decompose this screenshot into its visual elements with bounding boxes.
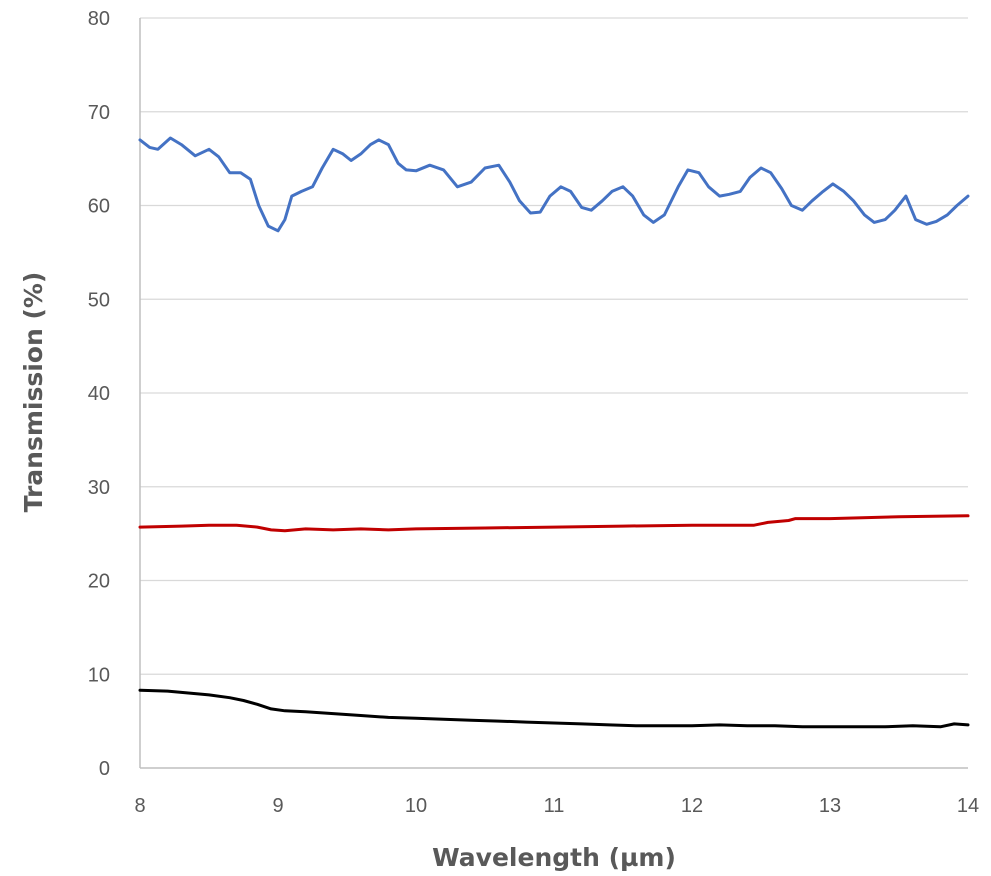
x-tick-label: 13 <box>819 795 841 817</box>
y-tick-label: 70 <box>88 102 110 124</box>
x-tick-label: 9 <box>272 795 283 817</box>
y-tick-label: 0 <box>99 758 110 780</box>
x-axis-title: Wavelength (µm) <box>432 843 676 872</box>
y-tick-label: 10 <box>88 664 110 686</box>
x-tick-label: 11 <box>544 795 565 817</box>
x-tick-label: 8 <box>134 795 145 817</box>
y-tick-label: 80 <box>88 8 110 30</box>
y-axis-title: Transmission (%) <box>19 272 48 513</box>
series-line-3 <box>138 688 970 729</box>
y-tick-label: 50 <box>88 289 110 311</box>
axes <box>139 18 968 769</box>
tick-labels: 0 10 20 30 40 50 60 70 80 8 9 10 11 12 13 14 <box>88 8 979 817</box>
series-line-2 <box>138 514 970 533</box>
series-line-1 <box>138 136 970 233</box>
x-tick-label: 14 <box>957 795 979 817</box>
gridlines <box>140 17 968 675</box>
x-tick-label: 12 <box>681 795 703 817</box>
x-tick-label: 10 <box>405 795 427 817</box>
plot-series <box>138 136 970 729</box>
y-tick-label: 40 <box>88 383 110 405</box>
y-tick-label: 20 <box>88 571 110 593</box>
y-tick-label: 30 <box>88 477 110 499</box>
y-tick-label: 60 <box>88 196 110 218</box>
